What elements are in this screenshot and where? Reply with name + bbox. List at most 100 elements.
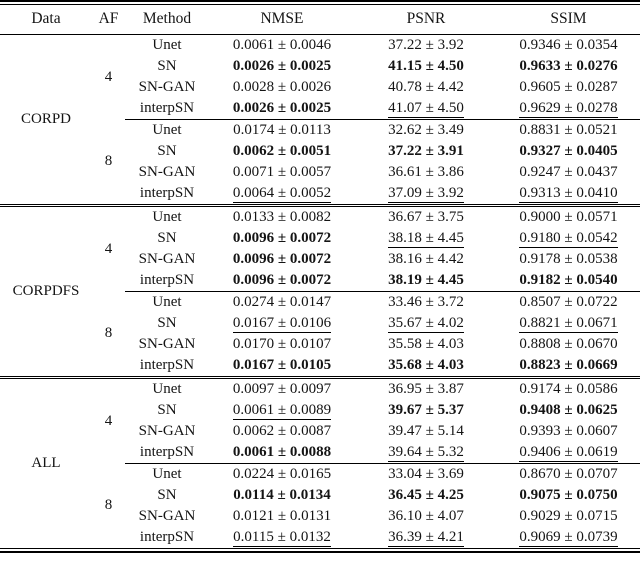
nmse-value: 0.0097 ± 0.0097	[232, 381, 332, 397]
dataset-cell: CORPDFS	[0, 204, 92, 378]
psnr-value: 37.22 ± 3.91	[388, 143, 464, 159]
ssim-value: 0.9069 ± 0.0739	[519, 529, 618, 547]
ssim-cell: 0.8670 ± 0.0707	[497, 463, 640, 485]
nmse-value: 0.0071 ± 0.0057	[232, 164, 332, 180]
table-body: CORPD 4 Unet 0.0061 ± 0.0046 37.22 ± 3.92 0.9…	[0, 35, 640, 549]
af-cell: 8	[104, 325, 113, 342]
column-header-ssim: SSIM	[497, 4, 640, 35]
method-cell: interpSN	[139, 529, 195, 545]
nmse-value: 0.0096 ± 0.0072	[232, 272, 332, 288]
nmse-value: 0.0167 ± 0.0106	[232, 315, 332, 333]
psnr-cell: 38.19 ± 4.45	[355, 270, 497, 292]
method-cell: interpSN	[139, 185, 195, 201]
psnr-value: 36.95 ± 3.87	[388, 381, 464, 397]
table-row: 8 Unet 0.0224 ± 0.0165 33.04 ± 3.69 0.8670 ±…	[0, 463, 640, 513]
psnr-value: 33.46 ± 3.72	[388, 294, 464, 310]
method-cell: interpSN	[139, 444, 195, 460]
nmse-value: 0.0026 ± 0.0025	[232, 100, 332, 116]
nmse-value: 0.0170 ± 0.0107	[232, 336, 332, 352]
nmse-cell: 0.0174 ± 0.0113	[209, 119, 355, 141]
table-row: 8 Unet 0.0174 ± 0.0113 32.62 ± 3.49 0.8831 ±…	[0, 119, 640, 169]
af-cell: 8	[104, 153, 113, 170]
nmse-cell: 0.0114 ± 0.0134	[209, 485, 355, 506]
psnr-cell: 33.46 ± 3.72	[355, 291, 497, 313]
ssim-value: 0.8507 ± 0.0722	[519, 294, 618, 310]
table-row: SN-GAN 0.0121 ± 0.0131 36.10 ± 4.07 0.9029 …	[0, 506, 640, 527]
ssim-value: 0.9406 ± 0.0619	[519, 444, 618, 462]
nmse-cell: 0.0028 ± 0.0026	[209, 77, 355, 98]
psnr-value: 36.61 ± 3.86	[388, 164, 464, 180]
method-cell: Unet	[125, 119, 209, 141]
ssim-value: 0.9633 ± 0.0276	[519, 58, 618, 74]
nmse-value: 0.0028 ± 0.0026	[232, 79, 332, 95]
ssim-cell: 0.9180 ± 0.0542	[497, 228, 640, 249]
ssim-value: 0.8670 ± 0.0707	[519, 466, 618, 482]
table-row: SN 0.0167 ± 0.0106 35.67 ± 4.02 0.8821 ± 0.…	[0, 313, 640, 334]
table-header: Data AF Method NMSE PSNR SSIM	[0, 4, 640, 35]
ssim-value: 0.8823 ± 0.0669	[519, 357, 618, 373]
psnr-cell: 39.67 ± 5.37	[355, 400, 497, 421]
nmse-cell: 0.0096 ± 0.0072	[209, 249, 355, 270]
nmse-value: 0.0114 ± 0.0134	[233, 487, 331, 503]
ssim-cell: 0.9633 ± 0.0276	[497, 56, 640, 77]
ssim-value: 0.9174 ± 0.0586	[519, 381, 618, 397]
ssim-cell: 0.8821 ± 0.0671	[497, 313, 640, 334]
ssim-cell: 0.9069 ± 0.0739	[497, 527, 640, 549]
psnr-value: 37.22 ± 3.92	[388, 37, 464, 53]
psnr-value: 38.16 ± 4.42	[388, 251, 464, 267]
nmse-value: 0.0062 ± 0.0051	[232, 143, 332, 159]
ssim-value: 0.9178 ± 0.0538	[519, 251, 618, 267]
ssim-cell: 0.9029 ± 0.0715	[497, 506, 640, 527]
method-cell: SN	[157, 58, 177, 74]
psnr-value: 38.18 ± 4.45	[388, 230, 464, 248]
table-row: SN 0.0114 ± 0.0134 36.45 ± 4.25 0.9075 ± 0.…	[0, 485, 640, 506]
table-row: CORPDFS 4 Unet 0.0133 ± 0.0082 36.67 ± 3.75 0…	[0, 204, 640, 378]
nmse-value: 0.0133 ± 0.0082	[232, 209, 332, 225]
ssim-value: 0.9247 ± 0.0437	[519, 164, 618, 180]
method-cell: SN-GAN	[138, 336, 196, 352]
nmse-value: 0.0274 ± 0.0147	[232, 294, 332, 310]
nmse-value: 0.0115 ± 0.0132	[233, 529, 331, 547]
table-row: ALL 4 Unet 0.0097 ± 0.0097 36.95 ± 3.87 0.917…	[0, 376, 640, 549]
nmse-value: 0.0064 ± 0.0052	[232, 185, 332, 203]
psnr-value: 40.78 ± 4.42	[388, 79, 464, 95]
ssim-cell: 0.9178 ± 0.0538	[497, 249, 640, 270]
ssim-value: 0.9180 ± 0.0542	[519, 230, 618, 248]
psnr-cell: 36.67 ± 3.75	[355, 204, 497, 228]
nmse-cell: 0.0061 ± 0.0046	[209, 35, 355, 57]
method-cell: Unet	[125, 204, 209, 228]
psnr-value: 33.04 ± 3.69	[388, 466, 464, 482]
nmse-value: 0.0096 ± 0.0072	[232, 251, 332, 267]
column-header-psnr: PSNR	[355, 4, 497, 35]
table-row: SN-GAN 0.0028 ± 0.0026 40.78 ± 4.42 0.9605 …	[0, 77, 640, 98]
ssim-cell: 0.8507 ± 0.0722	[497, 291, 640, 313]
nmse-value: 0.0061 ± 0.0089	[232, 402, 332, 420]
nmse-cell: 0.0026 ± 0.0025	[209, 56, 355, 77]
table-row: interpSN 0.0096 ± 0.0072 38.19 ± 4.45 0.918…	[0, 270, 640, 292]
ssim-cell: 0.8808 ± 0.0670	[497, 334, 640, 355]
psnr-value: 36.39 ± 4.21	[388, 529, 464, 547]
ssim-cell: 0.9313 ± 0.0410	[497, 183, 640, 206]
method-cell: SN-GAN	[138, 423, 196, 439]
ssim-value: 0.8808 ± 0.0670	[519, 336, 618, 352]
psnr-value: 35.68 ± 4.03	[388, 357, 464, 373]
method-cell: SN	[157, 402, 177, 418]
method-cell: SN-GAN	[138, 251, 196, 267]
ssim-cell: 0.9346 ± 0.0354	[497, 35, 640, 57]
ssim-value: 0.9629 ± 0.0278	[519, 100, 618, 118]
table-row: SN-GAN 0.0062 ± 0.0087 39.47 ± 5.14 0.9393 …	[0, 421, 640, 442]
nmse-cell: 0.0167 ± 0.0105	[209, 355, 355, 378]
nmse-cell: 0.0274 ± 0.0147	[209, 291, 355, 313]
ssim-cell: 0.8831 ± 0.0521	[497, 119, 640, 141]
method-cell: Unet	[125, 376, 209, 400]
psnr-cell: 36.45 ± 4.25	[355, 485, 497, 506]
ssim-cell: 0.9247 ± 0.0437	[497, 162, 640, 183]
psnr-value: 39.47 ± 5.14	[388, 423, 464, 439]
column-header-nmse: NMSE	[209, 4, 355, 35]
psnr-cell: 39.47 ± 5.14	[355, 421, 497, 442]
table-row: interpSN 0.0115 ± 0.0132 36.39 ± 4.21 0.906…	[0, 527, 640, 549]
af-cell: 4	[92, 376, 125, 464]
psnr-value: 35.67 ± 4.02	[388, 315, 464, 333]
psnr-value: 36.10 ± 4.07	[388, 508, 464, 524]
